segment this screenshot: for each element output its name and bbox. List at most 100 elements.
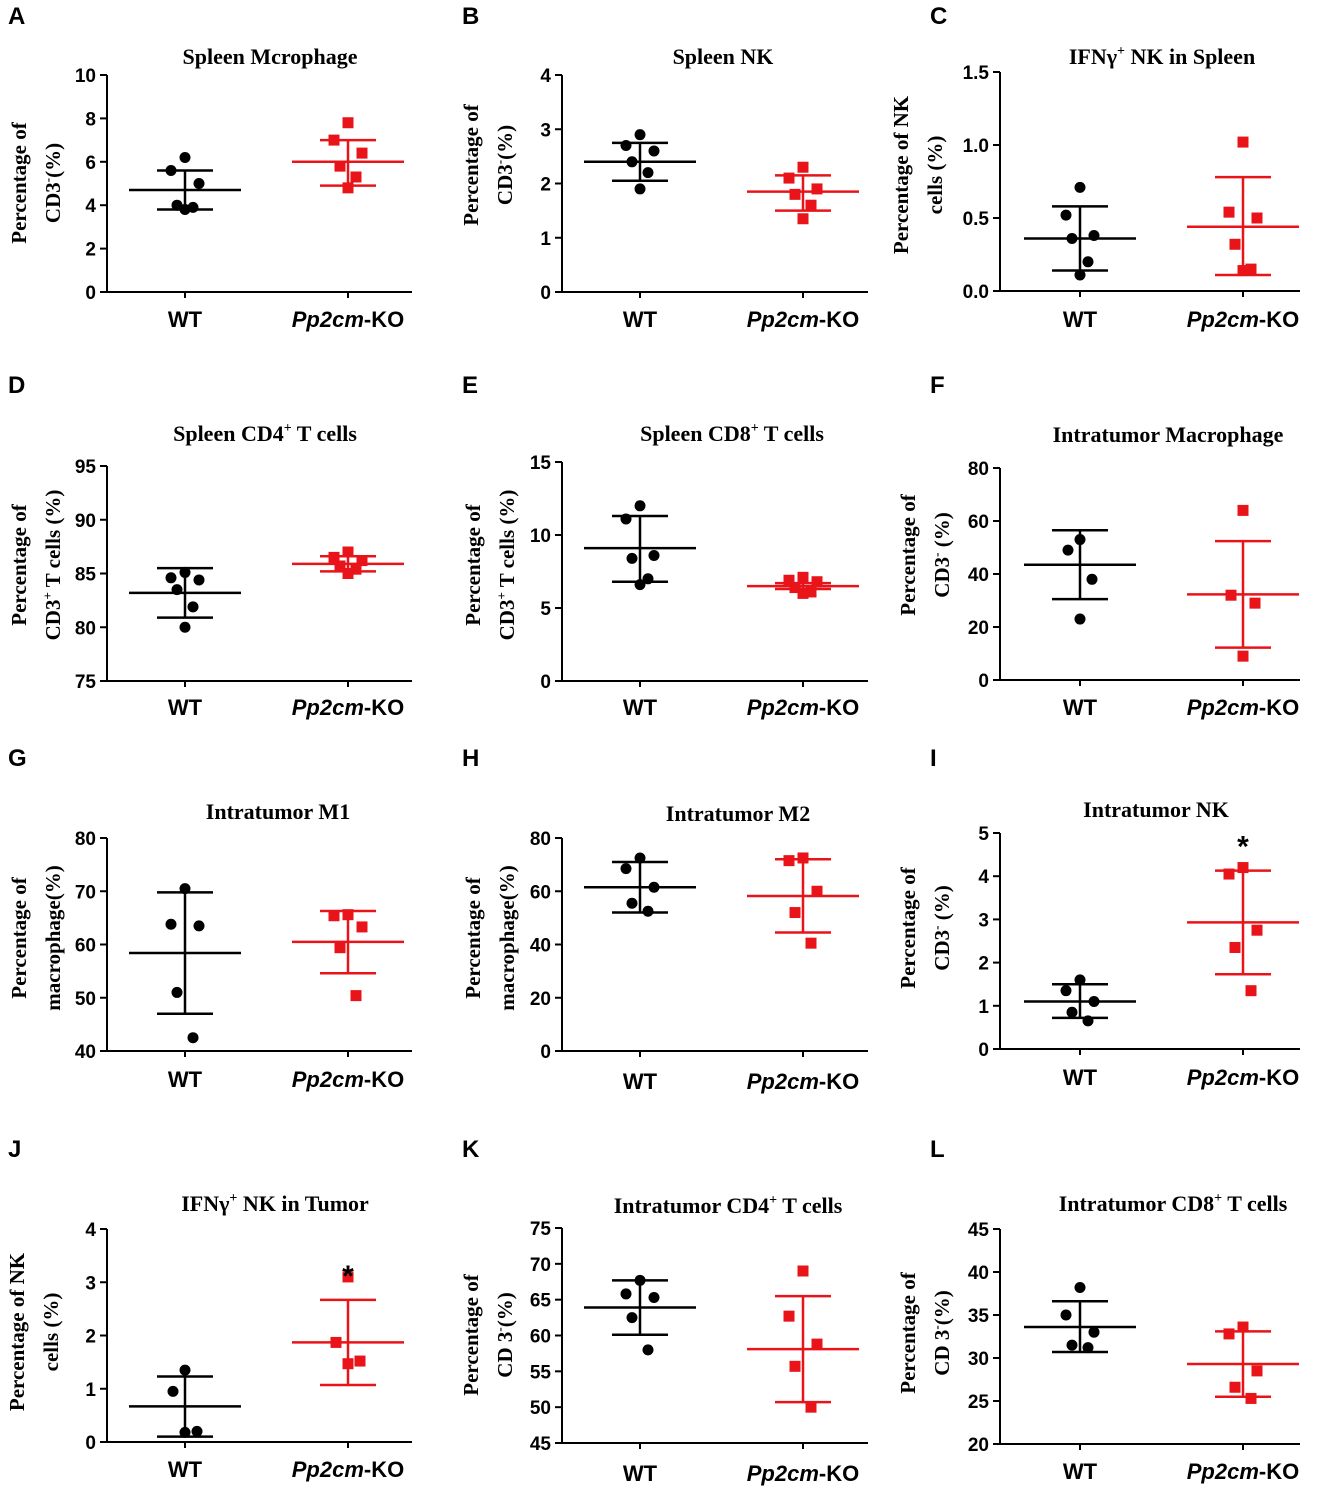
text-part: macrophage(%) [41,865,65,1010]
data-point [1066,1339,1078,1351]
text-part: CD3 [495,600,519,641]
data-point [1066,1006,1078,1018]
y-tick-label: 0 [978,1040,989,1061]
significance-marker: * [342,1260,354,1293]
y-tick-label: 90 [75,511,96,532]
data-point [334,560,346,572]
panel-F: F Intratumor Macrophage Percentage of CD3- … [896,372,1300,720]
y-axis-label-line: CD 3-(%) [929,1290,954,1375]
panel-G: G Intratumor M1 Percentage of macrophage(%)… [7,745,412,1092]
data-point [1229,238,1241,250]
y-axis-label-line: CD3+ T cells (%) [40,490,65,641]
y-tick-label: 4 [85,196,96,217]
text-part: + [40,592,55,599]
x-category-label: Pp2cm-KO [747,1069,859,1094]
text-part: T cells [759,421,825,446]
y-tick-label: 0 [540,672,551,693]
text-part: Spleen CD4 [173,421,284,446]
panel-H: H Intratumor M2 Percentage of macrophage(%)… [461,745,868,1094]
data-point [165,572,177,584]
y-tick-label: 0.5 [963,209,990,230]
y-tick-label: 0.0 [963,282,989,303]
x-category-label: Pp2cm-KO [1187,1459,1299,1484]
x-category-label: Pp2cm-KO [292,695,404,720]
x-category-suffix: -KO [364,1457,404,1482]
data-point [648,881,660,893]
data-point [811,1338,823,1350]
y-axis-label-line: Percentage of [896,866,920,988]
data-point [1088,230,1100,242]
data-point [797,852,809,864]
panel-letter: G [8,745,27,772]
y-tick-label: 80 [968,459,989,480]
series-wt [584,500,696,591]
y-tick-label: 5 [978,824,989,845]
data-point [789,907,801,919]
text-part: + [751,421,759,436]
x-category-label: Pp2cm-KO [1187,695,1299,720]
data-point [789,582,801,594]
y-tick-label: 4 [540,66,551,87]
y-tick-label: 40 [968,1263,989,1284]
data-point [811,183,823,195]
chart-title: Intratumor M1 [206,799,350,824]
text-part: IFNγ [181,1191,229,1216]
x-category-suffix: -KO [819,1069,859,1094]
text-part: CD 3 [930,1330,954,1376]
data-point [1088,995,1100,1007]
x-category-label: Pp2cm-KO [1187,307,1299,332]
y-tick-label: 0 [540,283,551,304]
y-tick-label: 60 [530,882,551,903]
x-category-suffix: -KO [364,1067,404,1092]
panel-C: C IFNγ+ NK in Spleen Percentage of NK cells… [889,3,1300,332]
x-category-label: WT [1063,1065,1098,1090]
data-point [797,1265,809,1277]
y-tick-label: 40 [75,1042,96,1063]
data-point [620,863,632,875]
text-part: + [1117,44,1125,59]
text-part: (%) [930,512,954,552]
data-point [1074,269,1086,281]
text-part: (%) [930,885,954,925]
data-point [1088,1326,1100,1338]
data-point [1237,504,1249,516]
text-part: T cells [1222,1191,1288,1216]
data-point [1237,862,1249,874]
x-category-gene: Pp2cm [747,307,819,332]
y-axis-label-line: CD3- (%) [929,512,954,597]
series-wt [1024,1281,1136,1354]
data-point [1245,1392,1257,1404]
series-ko [1187,136,1299,277]
text-part: - [40,178,55,182]
data-point [1237,265,1249,277]
y-tick-label: 70 [530,1255,551,1276]
y-axis-label-line: Percentage of NK [5,1252,29,1411]
text-part: CD3 [41,182,65,223]
y-tick-label: 25 [968,1392,990,1413]
y-axis-label: Percentage of macrophage(%) [461,865,519,1010]
data-point [648,1292,660,1304]
data-point [356,921,368,933]
data-point [342,1358,354,1370]
data-point [171,584,183,596]
data-point [783,574,795,586]
chart-title: Intratumor Macrophage [1053,422,1284,447]
data-point [1074,974,1086,986]
y-tick-label: 45 [968,1220,990,1241]
text-part: - [492,160,507,164]
text-part: CD3 [493,164,517,205]
data-point [626,1312,638,1324]
chart-title: Intratumor NK [1083,797,1229,822]
x-category-gene: Pp2cm [1187,307,1259,332]
text-part: Percentage of [7,503,31,625]
y-tick-label: 60 [530,1327,551,1348]
y-tick-label: 50 [75,989,96,1010]
text-part: - [929,926,944,930]
y-tick-label: 45 [530,1434,552,1455]
y-axis-label-line: Percentage of [7,121,31,243]
data-point [179,204,191,216]
x-category-label: WT [168,307,203,332]
data-point [1082,1015,1094,1027]
text-part: Percentage of [896,1271,920,1393]
